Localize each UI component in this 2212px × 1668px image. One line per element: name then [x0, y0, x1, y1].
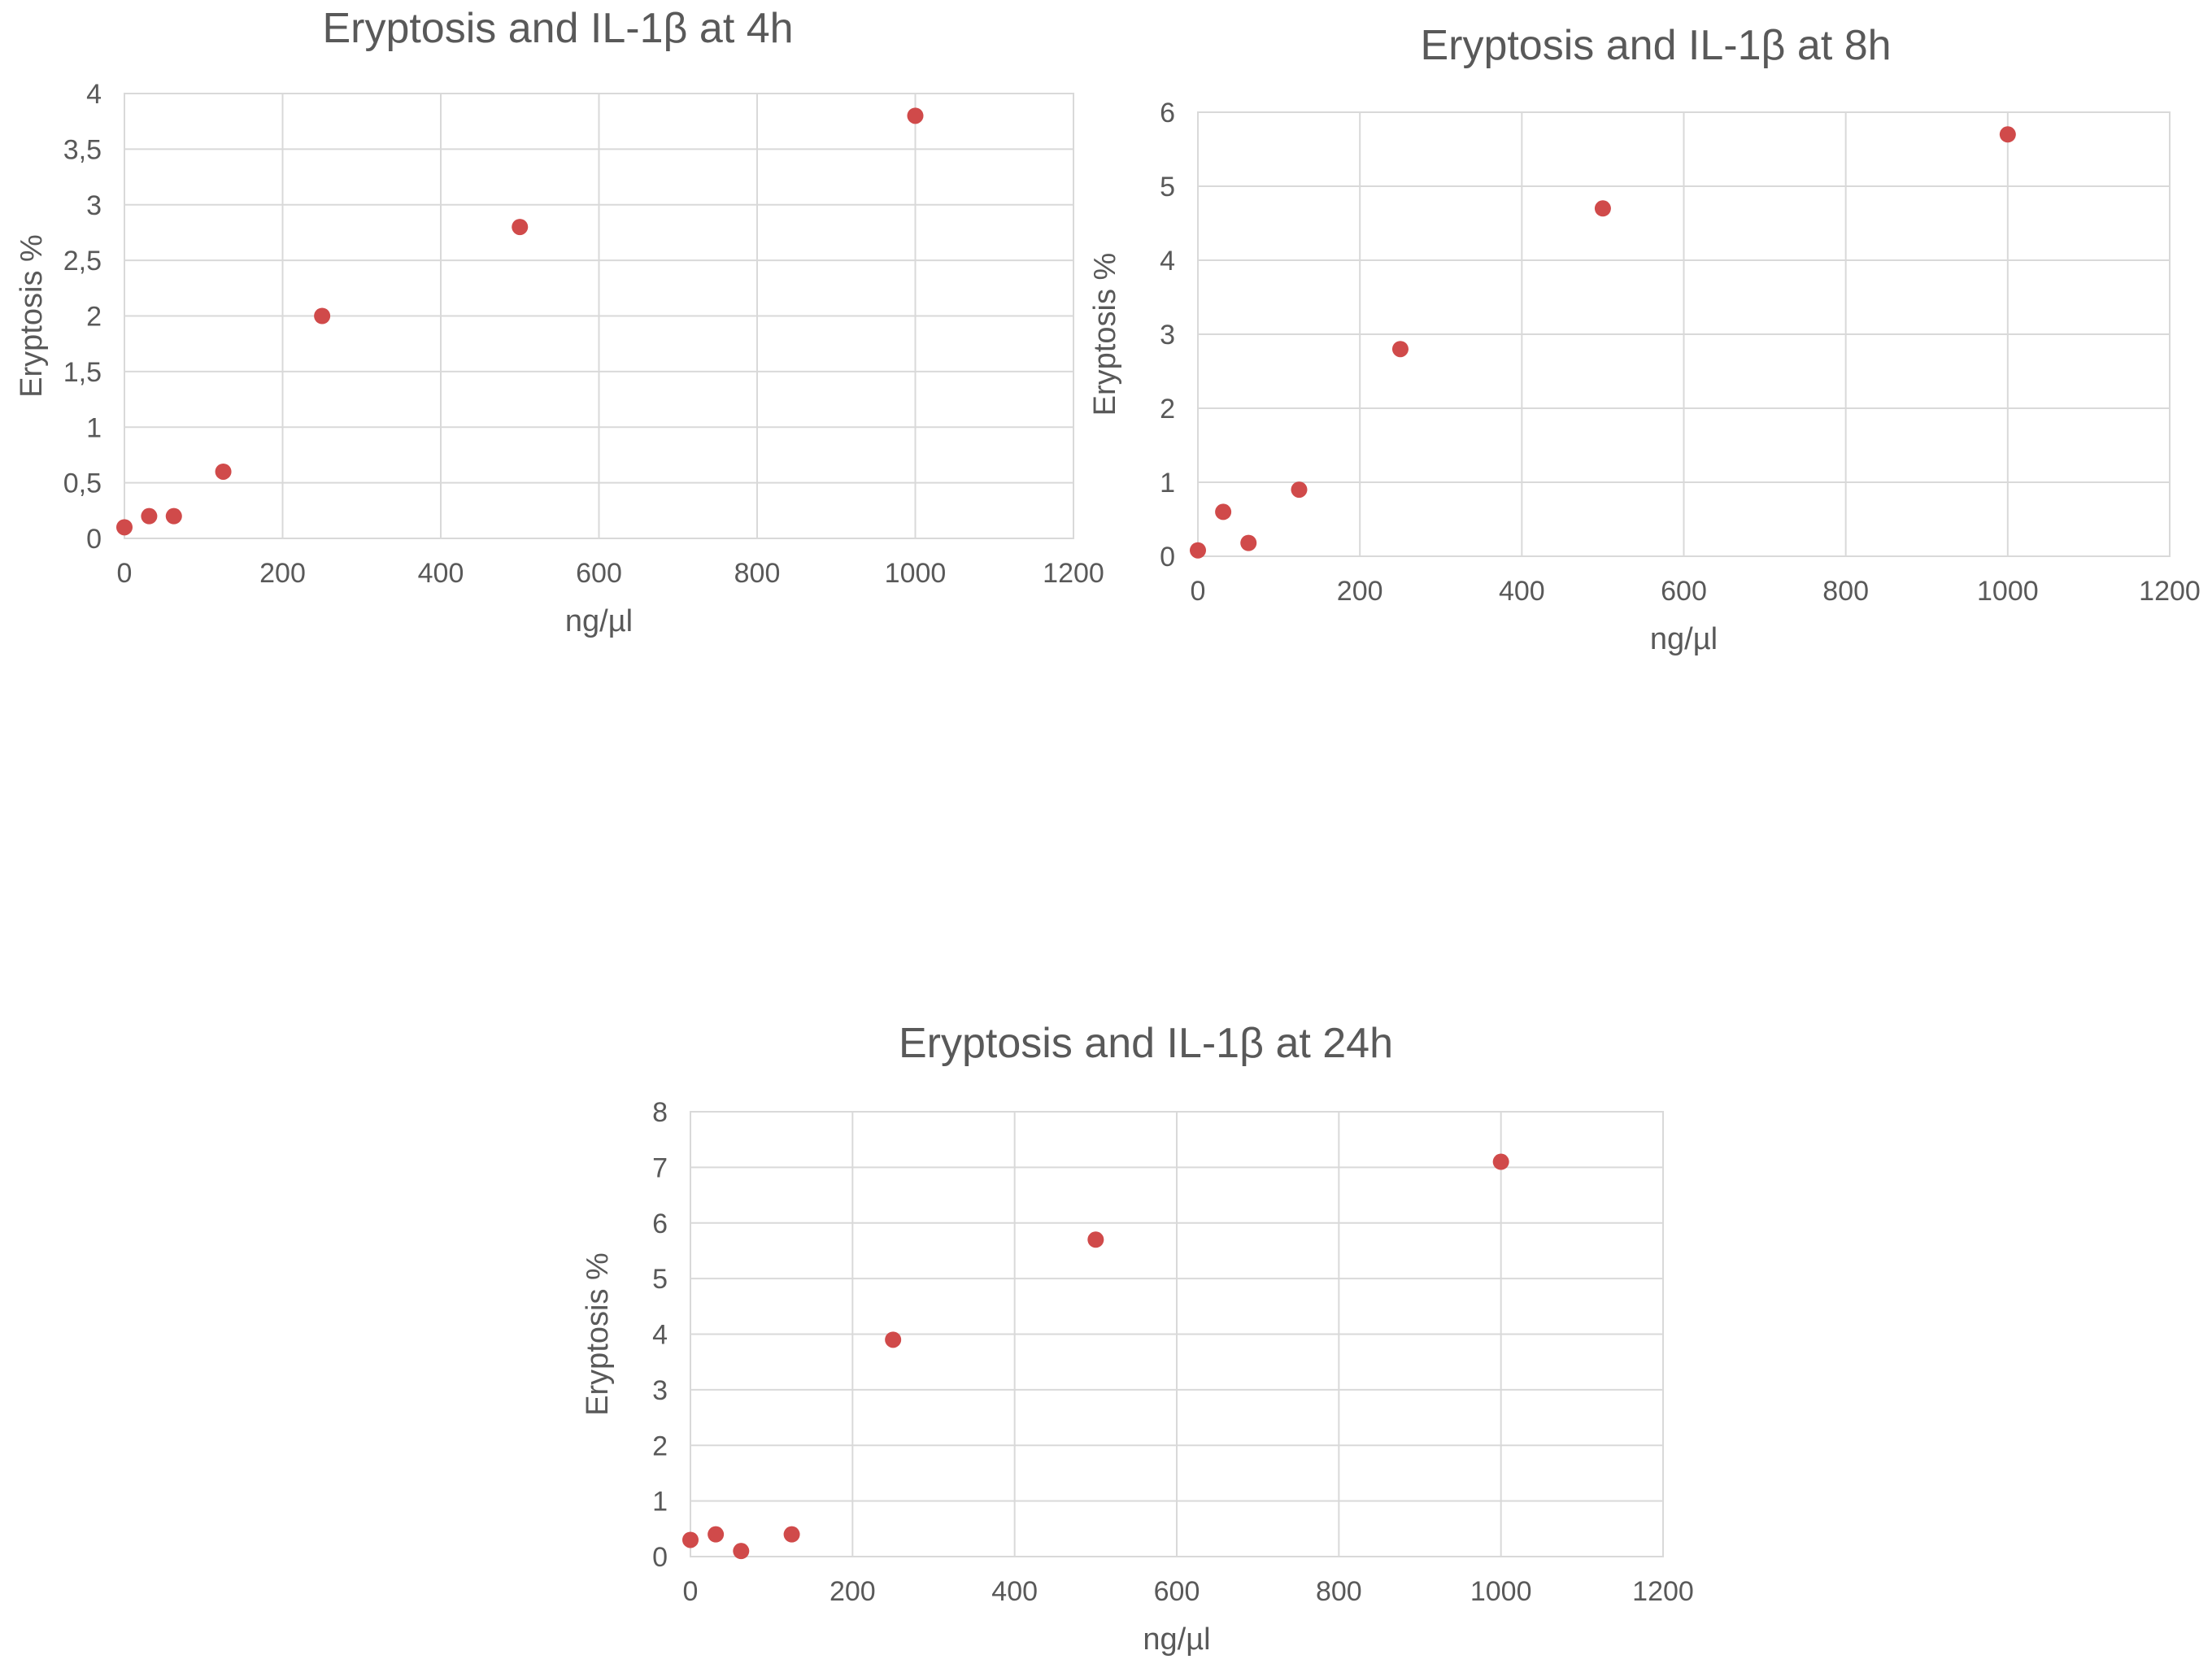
y-tick-label: 4 [652, 1320, 668, 1351]
y-tick-label: 2,5 [63, 246, 102, 277]
data-point [1492, 1153, 1509, 1170]
x-tick-label: 1000 [1470, 1576, 1532, 1607]
x-tick-label: 1200 [2139, 576, 2201, 607]
data-point [733, 1543, 750, 1560]
y-tick-label: 7 [652, 1152, 668, 1183]
data-point [708, 1526, 725, 1543]
x-axis-label: ng/µl [1650, 622, 1718, 656]
data-point [1594, 200, 1611, 217]
y-tick-label: 3 [1160, 320, 1175, 351]
x-tick-label: 0 [683, 1576, 699, 1607]
y-tick-label: 2 [652, 1431, 668, 1461]
data-point [141, 507, 158, 525]
y-tick-label: 8 [652, 1097, 668, 1128]
x-tick-label: 400 [991, 1576, 1038, 1607]
chart-title: Eryptosis and IL-1β at 24h [899, 1020, 1393, 1067]
y-tick-label: 2 [86, 302, 102, 333]
y-tick-label: 5 [1160, 172, 1175, 203]
y-tick-label: 1 [1160, 468, 1175, 499]
data-point [1190, 542, 1206, 559]
x-axis-label: ng/µl [1143, 1622, 1210, 1657]
y-tick-label: 3 [652, 1375, 668, 1406]
data-point [512, 219, 529, 236]
data-point [215, 463, 232, 480]
y-tick-label: 0 [1160, 542, 1175, 573]
y-tick-label: 6 [1160, 98, 1175, 128]
chart-title: Eryptosis and IL-1β at 4h [322, 5, 793, 52]
x-tick-label: 800 [734, 558, 781, 589]
data-point [885, 1331, 902, 1348]
x-tick-label: 1200 [1632, 1576, 1694, 1607]
data-point [1240, 534, 1257, 551]
y-tick-label: 3,5 [63, 134, 102, 165]
data-point [314, 307, 331, 324]
x-tick-label: 400 [1499, 576, 1545, 607]
x-tick-label: 1200 [1043, 558, 1104, 589]
data-point [1215, 503, 1232, 520]
y-tick-label: 4 [1160, 246, 1175, 277]
x-tick-label: 0 [117, 558, 133, 589]
y-axis-label: Eryptosis % [1088, 253, 1122, 416]
y-tick-label: 0,5 [63, 468, 102, 499]
x-tick-label: 1000 [1977, 576, 2039, 607]
data-point [1391, 341, 1409, 358]
x-tick-label: 800 [1822, 576, 1869, 607]
data-point [682, 1531, 699, 1548]
x-tick-label: 800 [1316, 1576, 1362, 1607]
y-tick-label: 1,5 [63, 357, 102, 388]
x-tick-label: 600 [576, 558, 622, 589]
data-point [1291, 481, 1308, 499]
y-tick-label: 6 [652, 1209, 668, 1239]
y-tick-label: 0 [652, 1542, 668, 1573]
data-point [1999, 126, 2016, 143]
y-axis-label: Eryptosis % [581, 1252, 615, 1416]
y-tick-label: 2 [1160, 394, 1175, 425]
plot-area [690, 1111, 1664, 1557]
x-axis-label: ng/µl [565, 604, 633, 638]
chart-3: Eryptosis and IL-1β at 24h 0 1 2 3 4 5 6 7 8 0 200 4… [581, 1020, 1694, 1657]
x-tick-label: 0 [1191, 576, 1206, 607]
data-point [165, 507, 182, 525]
plot-area [1197, 111, 2171, 557]
chart-2: Eryptosis and IL-1β at 8h 0 1 2 3 4 5 6 0 200 400 6… [1088, 22, 2201, 656]
x-tick-label: 200 [259, 558, 306, 589]
x-tick-label: 200 [830, 1576, 876, 1607]
y-tick-label: 3 [86, 190, 102, 221]
x-tick-label: 400 [418, 558, 464, 589]
data-point [116, 519, 133, 536]
plot-area [124, 93, 1074, 539]
x-tick-label: 600 [1154, 1576, 1200, 1607]
y-tick-label: 0 [86, 524, 102, 555]
chart-title: Eryptosis and IL-1β at 8h [1420, 22, 1891, 69]
x-tick-label: 200 [1337, 576, 1383, 607]
y-tick-label: 1 [86, 412, 102, 443]
y-axis-label: Eryptosis % [15, 234, 49, 398]
x-tick-label: 1000 [885, 558, 947, 589]
data-point [907, 107, 924, 124]
y-tick-label: 1 [652, 1487, 668, 1518]
data-point [783, 1526, 800, 1543]
chart-1: Eryptosis and IL-1β at 4h 0 0,5 1 1,5 2 2,5 3 3,… [15, 5, 1104, 638]
y-tick-label: 4 [86, 79, 102, 110]
y-tick-label: 5 [652, 1264, 668, 1295]
x-tick-label: 600 [1661, 576, 1707, 607]
data-point [1087, 1231, 1104, 1248]
